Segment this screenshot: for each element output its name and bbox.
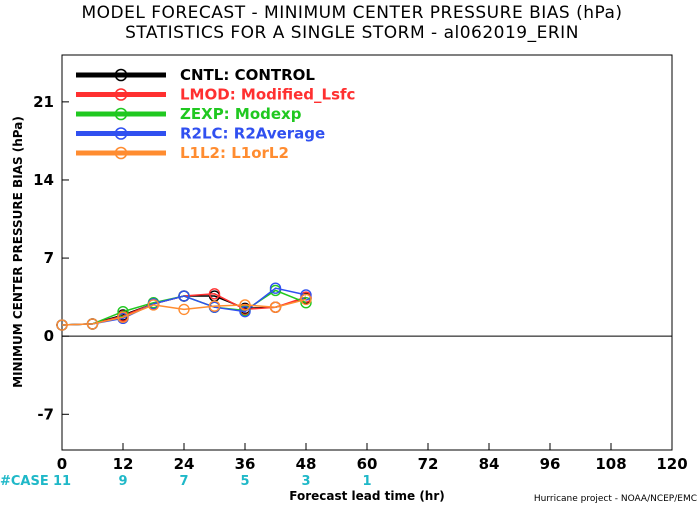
data-point [147, 299, 160, 311]
data-point [269, 282, 282, 294]
legend-entry: CNTL: CONTROL [180, 66, 315, 84]
y-tick-label: 21 [33, 93, 54, 111]
series-layer [56, 282, 312, 331]
legend-entry: R2LC: R2Average [180, 125, 325, 143]
x-tick-label: 120 [656, 455, 687, 473]
data-point [56, 319, 68, 331]
y-tick-label: -7 [37, 405, 54, 423]
x-tick-label: 0 [57, 455, 67, 473]
case-count: 1 [362, 474, 371, 489]
legend-marker [114, 146, 128, 160]
x-tick-label: 60 [357, 455, 378, 473]
data-point [178, 290, 190, 302]
y-axis: -7 0 7 14 21 [33, 93, 69, 423]
legend-entry: ZEXP: Modexp [180, 105, 302, 123]
y-tick-label: 7 [44, 249, 54, 267]
x-tick-label: 36 [235, 455, 256, 473]
data-point [239, 299, 251, 311]
case-count: 5 [240, 474, 249, 489]
x-tick-label: 84 [479, 455, 500, 473]
x-tick-label: 24 [174, 455, 195, 473]
case-count: 9 [118, 474, 127, 489]
x-tick-label: 48 [296, 455, 317, 473]
case-label: #CASE [0, 474, 49, 489]
chart-title: MODEL FORECAST - MINIMUM CENTER PRESSURE… [81, 3, 622, 23]
data-point [239, 305, 251, 318]
data-point [269, 301, 282, 313]
case-count-row: #CASE 11 9 7 5 3 1 [0, 474, 372, 489]
case-count: 3 [301, 474, 310, 489]
x-tick-label: 108 [595, 455, 626, 473]
legend-marker [114, 127, 128, 140]
y-axis-label: MINIMUM CENTER PRESSURE BIAS (hPa) [11, 116, 25, 388]
legend-entry: L1L2: L1orL2 [180, 144, 289, 162]
data-point [86, 318, 99, 330]
legend-marker [114, 107, 128, 121]
data-point [300, 293, 312, 306]
chart-subtitle: STATISTICS FOR A SINGLE STORM - al062019… [125, 23, 579, 43]
case-count: 7 [179, 474, 188, 489]
y-tick-label: 14 [33, 171, 54, 189]
data-point [300, 297, 312, 309]
y-tick-label: 0 [44, 327, 54, 345]
data-point [208, 300, 221, 312]
x-tick-label: 72 [418, 455, 439, 473]
x-axis: 0 12 24 36 48 60 72 84 96 108 120 [57, 443, 688, 473]
legend-marker [114, 88, 128, 101]
credit-text: Hurricane project - NOAA/NCEP/EMC [534, 494, 697, 504]
x-tick-label: 12 [113, 455, 134, 473]
x-axis-label: Forecast lead time (hr) [289, 489, 445, 503]
x-tick-label: 96 [540, 455, 561, 473]
data-point [178, 303, 190, 316]
case-count: 11 [53, 474, 71, 489]
legend-marker [114, 68, 128, 82]
data-point [208, 288, 221, 300]
series-line-4 [61, 298, 307, 326]
data-point [117, 311, 129, 323]
legend-entry: LMOD: Modified_Lsfc [180, 86, 355, 104]
